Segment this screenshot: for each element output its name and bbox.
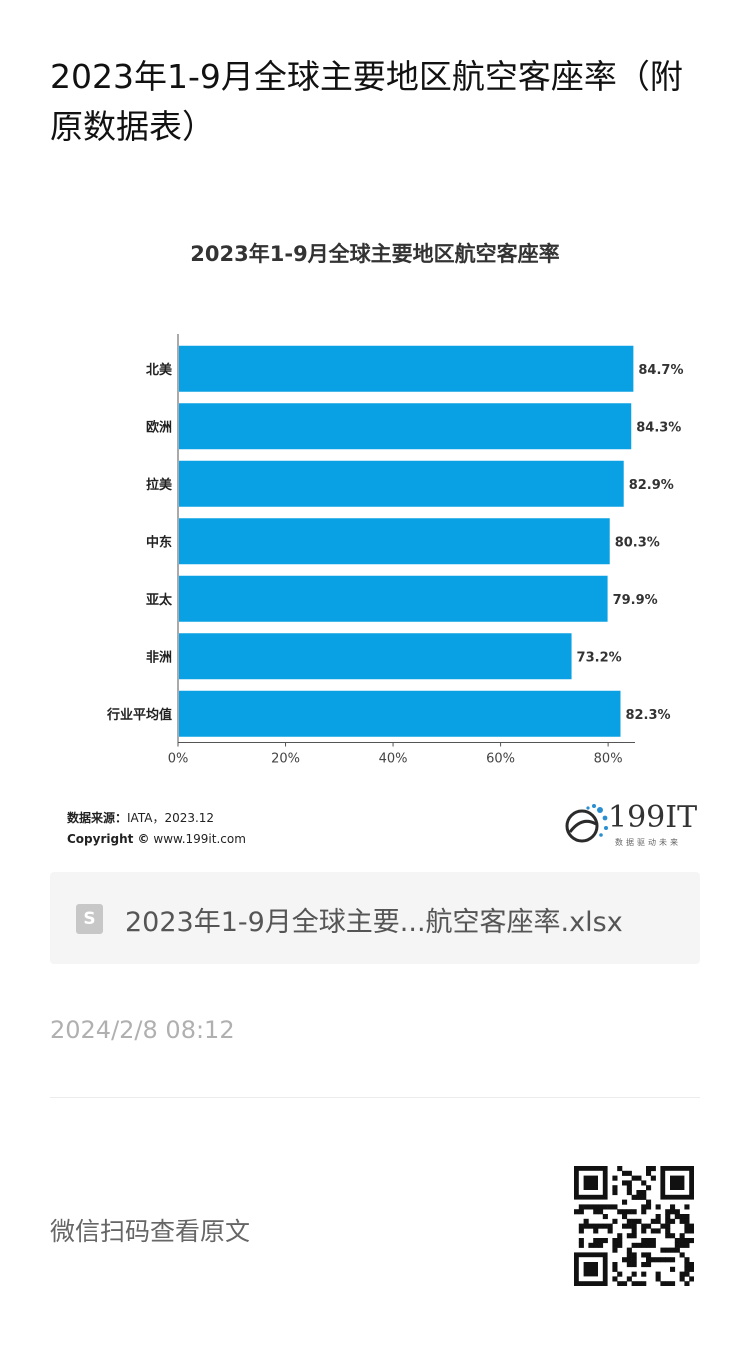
- category-label: 非洲: [146, 649, 172, 665]
- data-label: 82.9%: [629, 478, 674, 493]
- data-label: 84.3%: [636, 420, 681, 435]
- x-tick-label: 80%: [594, 752, 623, 767]
- x-tick-label: 20%: [271, 752, 300, 767]
- x-tick-label: 40%: [379, 752, 408, 767]
- brand-tagline: 数据驱动未来: [615, 838, 681, 847]
- bar: [179, 345, 634, 392]
- qr-code-icon[interactable]: [574, 1166, 694, 1286]
- bar: [179, 403, 632, 450]
- bar-chart: 北美 84.7% 欧洲 84.3% 拉美 82.9% 中东 80.3% 亚太 79.9% 非洲 73.…: [106, 334, 683, 767]
- bar: [179, 575, 608, 622]
- data-label: 84.7%: [638, 363, 683, 378]
- bar: [179, 460, 624, 507]
- brand-name: 199IT: [608, 800, 698, 835]
- article-title: 2023年1-9月全球主要地区航空客座率（附原数据表）: [50, 57, 683, 146]
- data-label: 80.3%: [615, 535, 660, 550]
- scan-to-view-text: 微信扫码查看原文: [50, 1217, 251, 1246]
- bar: [179, 633, 572, 680]
- source-note: 数据来源：IATA，2023.12 Copyright © www.199it.…: [67, 808, 246, 850]
- category-label: 中东: [146, 534, 172, 550]
- publish-timestamp: 2024/2/8 08:12: [50, 1016, 235, 1044]
- category-label: 拉美: [146, 477, 173, 493]
- x-tick-label: 0%: [168, 752, 189, 767]
- source-value: IATA，2023.12: [127, 811, 215, 825]
- category-label: 北美: [146, 362, 173, 378]
- chart-title: 2023年1-9月全球主要地区航空客座率: [190, 242, 560, 266]
- bar: [179, 518, 610, 565]
- category-label: 亚太: [146, 592, 173, 608]
- data-label: 79.9%: [613, 593, 658, 608]
- category-label: 欧洲: [146, 419, 172, 435]
- attachment-filename: 2023年1-9月全球主要...航空客座率.xlsx: [125, 907, 623, 938]
- data-label: 73.2%: [577, 650, 622, 665]
- brand-logo: 199IT 数据驱动未来: [560, 800, 700, 850]
- data-label: 82.3%: [625, 708, 670, 723]
- copyright-label: Copyright ©: [67, 832, 150, 846]
- category-label: 行业平均值: [106, 707, 172, 723]
- attachment-card[interactable]: S 2023年1-9月全球主要...航空客座率.xlsx: [50, 872, 700, 964]
- spreadsheet-file-icon: S: [76, 904, 103, 934]
- bar: [179, 690, 621, 737]
- x-tick-label: 60%: [486, 752, 515, 767]
- chart-container: 北美 84.7% 欧洲 84.3% 拉美 82.9% 中东 80.3% 亚太 79.9% 非洲 73.…: [50, 220, 700, 860]
- divider: [50, 1097, 700, 1098]
- brand-mark-icon: [565, 804, 608, 843]
- copyright-site: www.199it.com: [153, 832, 246, 846]
- source-label: 数据来源：: [67, 811, 128, 825]
